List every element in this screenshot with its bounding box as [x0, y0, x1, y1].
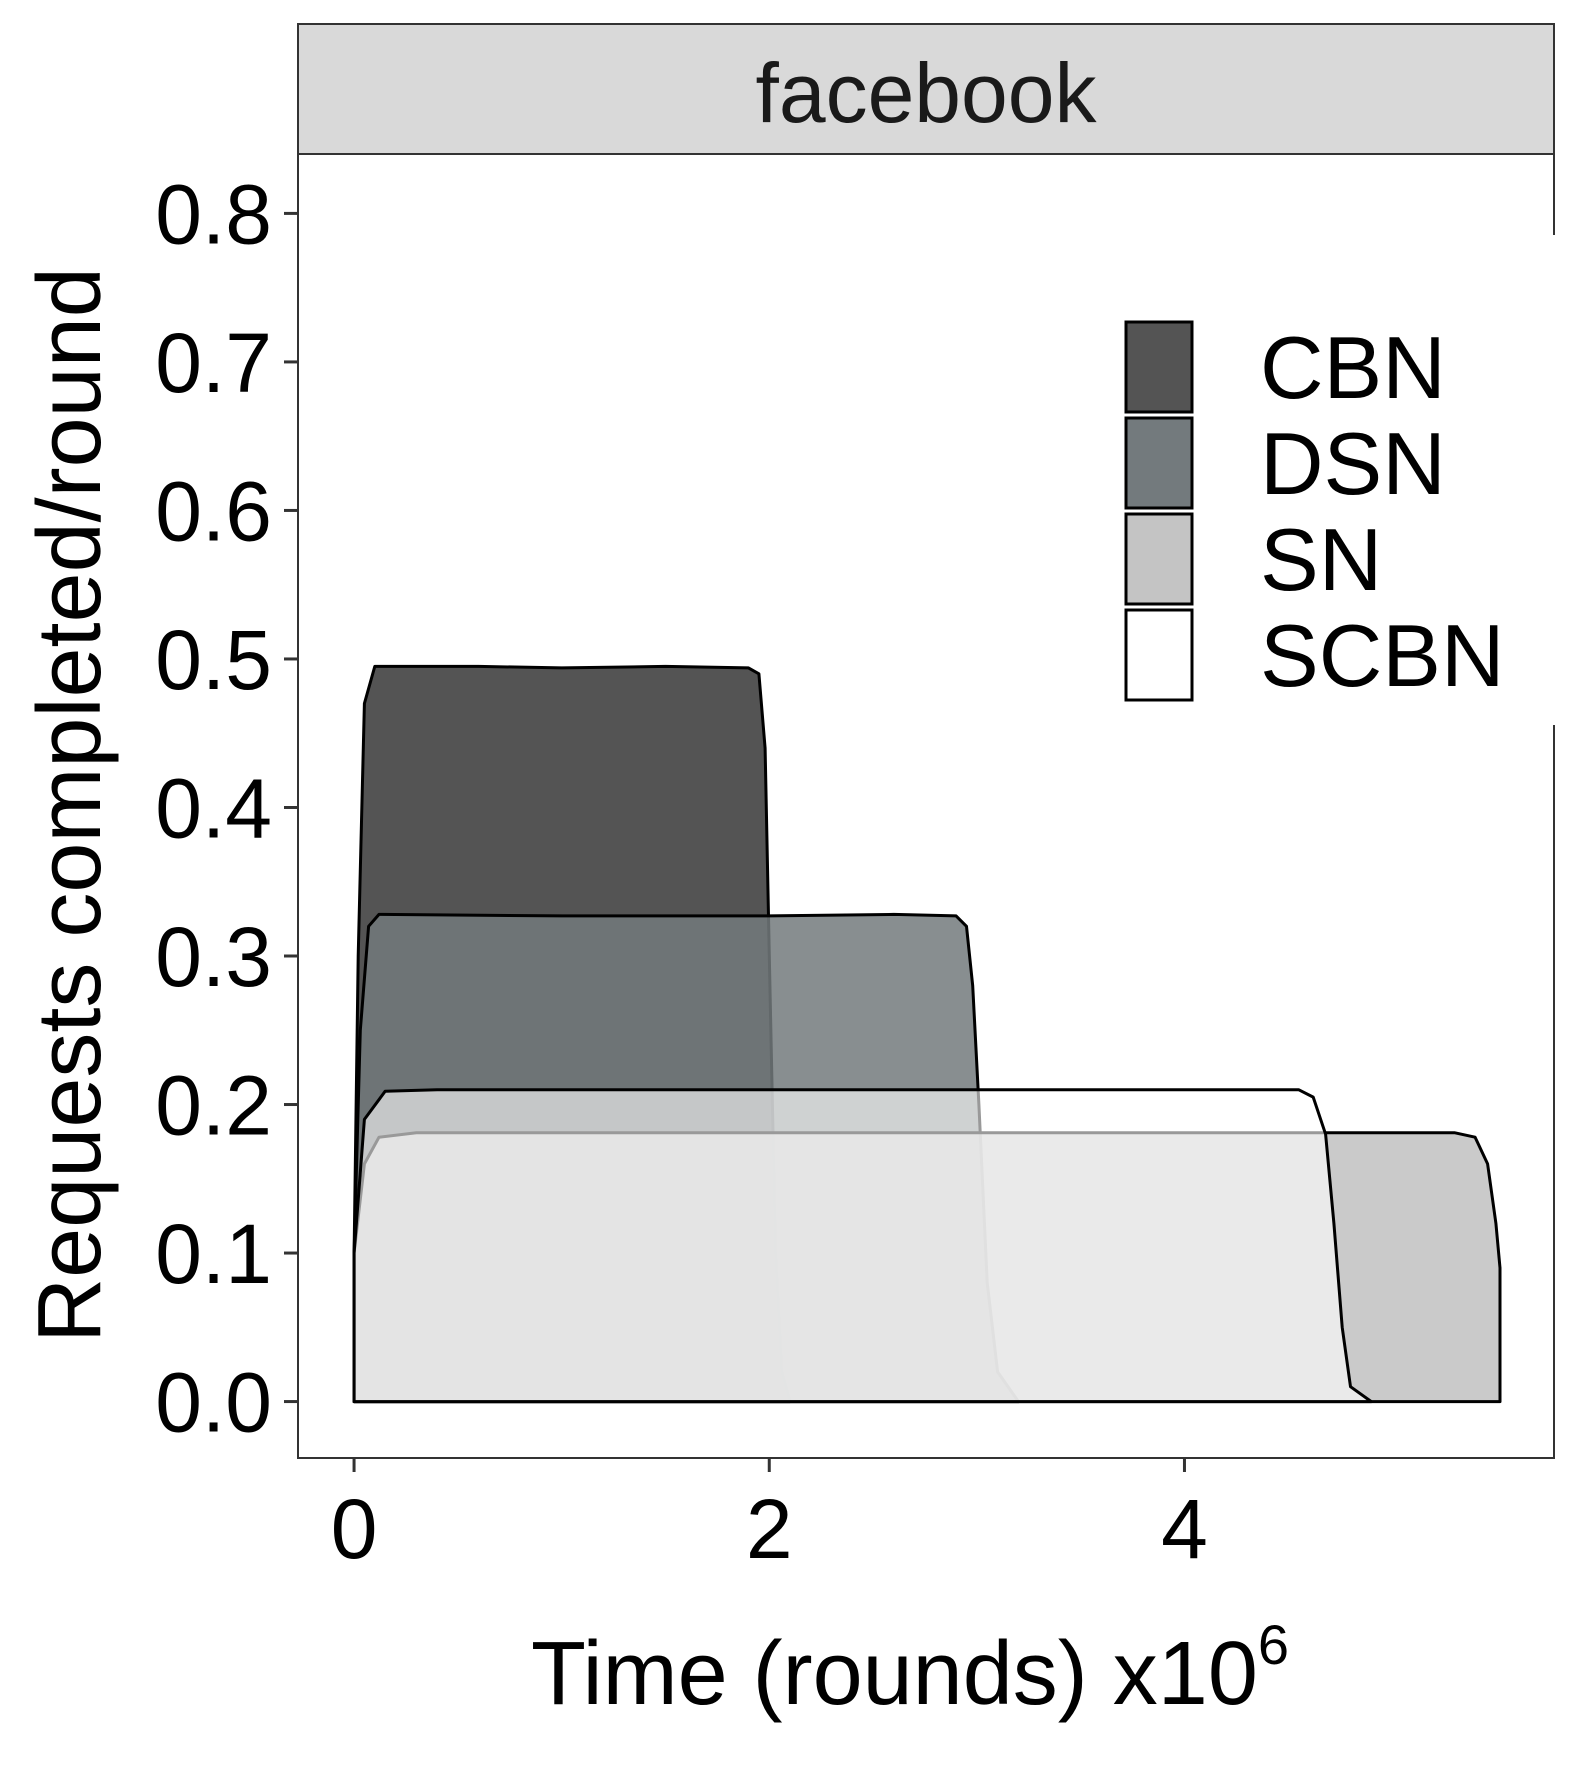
x-axis: 0 2 4 [331, 1458, 1208, 1576]
y-tick-label: 0.2 [155, 1059, 272, 1153]
x-axis-title-text: Time (rounds) x10 [531, 1624, 1258, 1724]
legend-key-sn [1124, 512, 1194, 606]
y-tick-label: 0.7 [155, 316, 272, 410]
x-tick-label: 0 [331, 1482, 378, 1576]
x-tick-label: 4 [1161, 1482, 1208, 1576]
facet-label: facebook [756, 46, 1098, 140]
legend-label-scbn: SCBN [1260, 606, 1505, 705]
y-tick-label: 0.8 [155, 167, 272, 261]
y-tick-label: 0.1 [155, 1207, 272, 1301]
facet-strip [297, 23, 1555, 155]
legend-label-dsn: DSN [1260, 414, 1446, 513]
x-axis-title: Time (rounds) x106 [531, 1613, 1289, 1724]
legend-label-cbn: CBN [1260, 318, 1446, 417]
y-tick-label: 0.5 [155, 613, 272, 707]
y-tick-label: 0.3 [155, 910, 272, 1004]
y-tick-label: 0.6 [155, 464, 272, 558]
y-tick-label: 0.4 [155, 761, 272, 855]
x-axis-title-superscript: 6 [1258, 1613, 1289, 1676]
legend-key-dsn [1124, 416, 1194, 510]
y-tick-label: 0.0 [155, 1356, 272, 1450]
legend-key-scbn [1124, 608, 1194, 702]
series-layer [352, 664, 1502, 1404]
legend-label-sn: SN [1260, 510, 1382, 609]
series-area-scbn [352, 1088, 1373, 1404]
y-axis-title: Requests completed/round [20, 267, 120, 1343]
y-axis: 0.0 0.1 0.2 0.3 0.4 0.5 0.6 0.7 0.8 [155, 167, 298, 1450]
x-tick-label: 2 [746, 1482, 793, 1576]
legend-key-cbn [1124, 320, 1194, 414]
